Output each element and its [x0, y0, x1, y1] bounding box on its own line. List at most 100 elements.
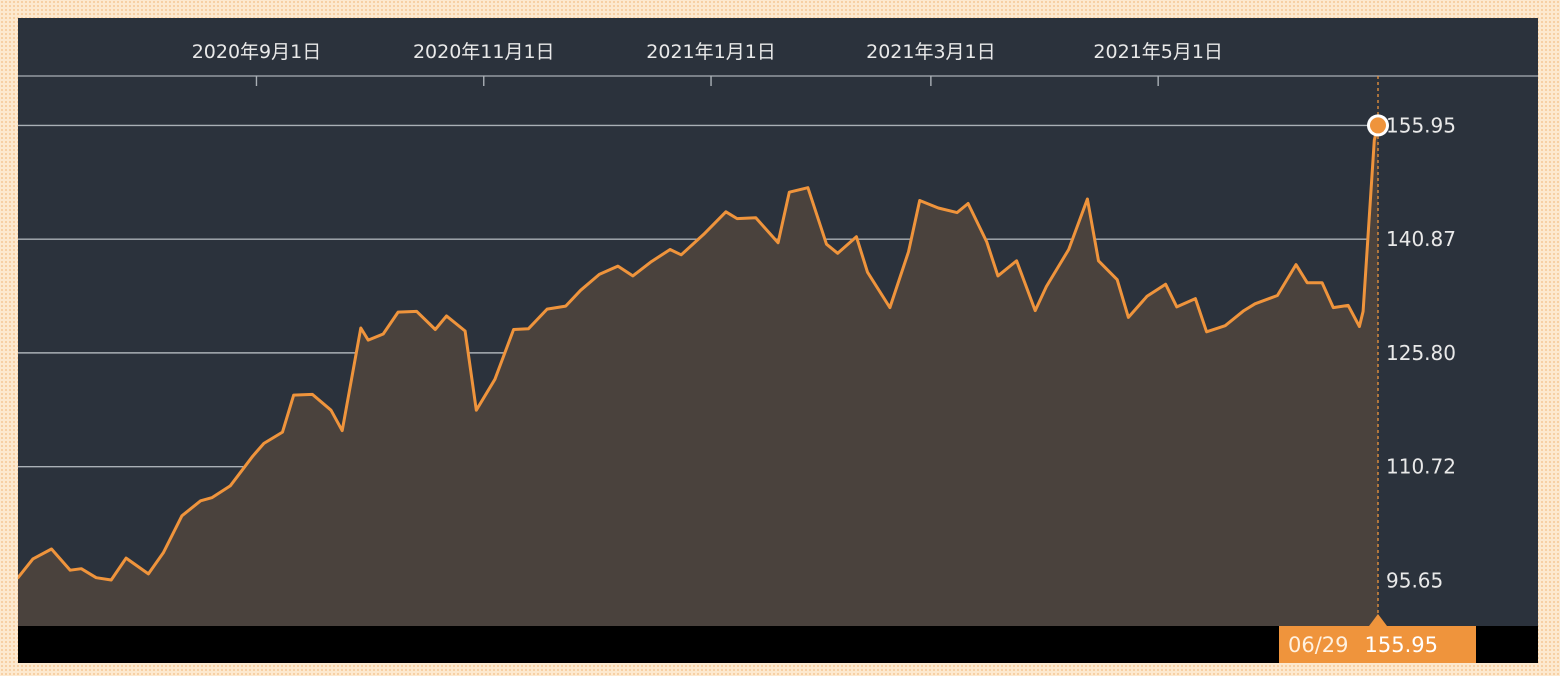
price-point: [445, 314, 448, 318]
price-point: [1067, 248, 1070, 251]
price-point: [937, 206, 940, 210]
price-point: [1358, 325, 1361, 328]
price-point: [1224, 324, 1227, 327]
price-point: [95, 576, 98, 579]
price-point: [1015, 259, 1018, 262]
price-point: [1347, 304, 1350, 307]
price-point: [866, 271, 869, 274]
price-point: [341, 429, 344, 432]
price-point: [124, 556, 128, 560]
price-point: [907, 250, 910, 253]
price-point: [1253, 302, 1257, 305]
price-point: [724, 210, 728, 213]
price-point: [996, 274, 1000, 278]
price-point: [616, 264, 620, 268]
price-point: [825, 243, 828, 246]
price-point: [806, 186, 810, 189]
y-tick-label-1: 140.87: [1386, 227, 1456, 251]
price-point: [754, 216, 757, 219]
price-point: [1294, 263, 1298, 266]
price-point: [50, 547, 53, 551]
price-point: [180, 514, 184, 517]
price-point: [1097, 259, 1100, 262]
y-tick-label-4: 95.65: [1386, 568, 1443, 592]
price-point: [147, 572, 150, 576]
price-point: [1164, 283, 1167, 286]
price-point: [229, 484, 232, 487]
price-point: [110, 578, 113, 582]
price-point: [966, 202, 970, 205]
price-point: [1332, 306, 1335, 309]
price-point: [251, 455, 254, 458]
price-point: [311, 393, 314, 396]
x-tick-label-4: 2021年5月1日: [1093, 41, 1223, 63]
price-point: [527, 327, 530, 330]
price-area-fill: [18, 125, 1378, 627]
stock-price-chart: 2020年9月1日 2020年11月1日 2021年1月1日 2021年3月1日 202…: [18, 18, 1538, 663]
price-point: [1361, 310, 1365, 313]
price-point: [382, 332, 385, 336]
price-point: [680, 253, 683, 256]
price-point: [367, 338, 370, 342]
chart-canvas[interactable]: 2020年9月1日 2020年11月1日 2021年1月1日 2021年3月1日 202…: [18, 18, 1538, 663]
price-point: [955, 211, 959, 214]
price-point: [1045, 285, 1048, 288]
last-point-marker: [1370, 117, 1386, 134]
price-point: [888, 306, 892, 309]
x-tick-label-1: 2020年11月1日: [413, 41, 555, 63]
price-point: [1373, 138, 1376, 142]
readout-pointer: [1369, 614, 1387, 626]
price-point: [434, 328, 437, 331]
price-point: [855, 235, 858, 238]
price-point: [579, 289, 582, 292]
price-point: [210, 496, 213, 499]
price-point: [702, 233, 705, 236]
price-point: [598, 273, 601, 276]
price-point: [415, 310, 418, 313]
price-point: [735, 217, 739, 220]
price-point: [199, 499, 202, 502]
price-point: [836, 252, 839, 255]
price-point: [545, 307, 549, 311]
x-tick-label-2: 2021年1月1日: [646, 41, 776, 63]
price-point: [329, 409, 333, 412]
y-axis: 155.95 140.87 125.80 110.72 95.65: [1386, 113, 1456, 592]
price-point: [1194, 297, 1197, 300]
price-readout: 06/29 155.95: [1279, 626, 1476, 663]
x-tick-label-0: 2020年9月1日: [192, 41, 322, 63]
price-point: [1320, 281, 1324, 284]
price-point: [18, 576, 20, 579]
price-point: [650, 260, 653, 263]
price-point: [668, 248, 672, 251]
crosshair: [1367, 76, 1389, 626]
y-tick-label-3: 110.72: [1386, 455, 1456, 479]
y-tick-label-2: 125.80: [1386, 341, 1456, 365]
price-point: [631, 274, 634, 278]
price-point: [262, 442, 266, 445]
price-point: [1086, 197, 1089, 201]
price-point: [1276, 294, 1279, 297]
price-point: [475, 409, 478, 412]
price-area: [18, 123, 1380, 627]
price-point: [985, 240, 988, 244]
price-point: [788, 191, 791, 194]
price-point: [776, 241, 780, 244]
y-tick-label-0: 155.95: [1386, 113, 1456, 137]
price-point: [918, 199, 921, 202]
price-point: [359, 326, 362, 330]
price-point: [1175, 305, 1179, 309]
price-point: [1116, 278, 1119, 281]
price-point: [31, 557, 35, 561]
price-point: [1306, 281, 1309, 284]
price-point: [564, 304, 567, 308]
price-point: [512, 328, 515, 331]
price-point: [80, 567, 83, 570]
readout-date: 06/29: [1288, 632, 1349, 657]
price-point: [1205, 330, 1208, 333]
price-point: [463, 329, 467, 333]
readout-value: 155.95: [1364, 632, 1439, 657]
price-point: [1127, 316, 1130, 319]
price-point: [1145, 295, 1149, 298]
price-point: [281, 430, 284, 434]
price-point: [292, 393, 295, 397]
